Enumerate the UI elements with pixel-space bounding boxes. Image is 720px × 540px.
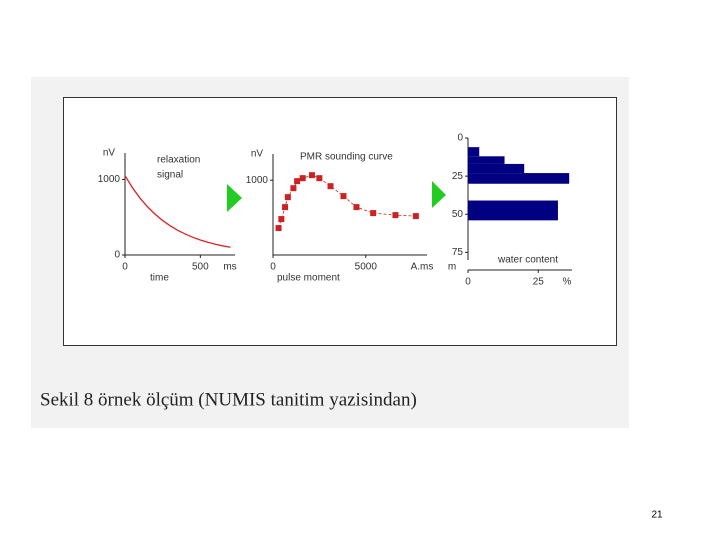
x-unit: A.ms [411, 262, 434, 273]
y-tick-label: 0 [457, 133, 463, 144]
x-label: water content [497, 255, 558, 266]
data-point [412, 213, 419, 220]
data-point [275, 225, 282, 232]
y-tick-label: 75 [452, 247, 464, 258]
x-unit: ms [223, 262, 236, 273]
bar [468, 200, 558, 221]
data-point [284, 194, 291, 201]
chart-title: PMR sounding curve [300, 152, 393, 163]
x-tick-label: 5000 [355, 262, 378, 273]
data-point [353, 204, 360, 211]
data-point [370, 210, 377, 217]
x-tick-label: 0 [122, 262, 128, 273]
arrow [432, 181, 446, 208]
annotation: relaxation [157, 155, 200, 166]
x-tick-label: 500 [192, 262, 209, 273]
caption: Sekil 8 örnek ölçüm (NUMIS tanitim yazis… [40, 389, 417, 410]
annotation: signal [157, 170, 183, 181]
bar [468, 163, 525, 174]
x-unit: % [563, 277, 572, 288]
data-point [316, 175, 323, 182]
y-tick-label: 50 [452, 209, 464, 220]
data-point [299, 175, 306, 182]
y-label: nV [251, 149, 264, 160]
x-label: time [150, 273, 169, 284]
data-point [278, 216, 285, 223]
bar [468, 156, 505, 164]
x-label: pulse moment [277, 273, 340, 284]
x-tick-label: 0 [270, 262, 276, 273]
bar [468, 147, 480, 157]
y-unit: m [448, 262, 456, 273]
data-point [282, 204, 289, 211]
x-tick-label: 25 [533, 277, 545, 288]
arrow [227, 184, 242, 212]
data-point [340, 193, 347, 200]
y-tick-label: 1000 [246, 175, 269, 186]
data-point [308, 172, 315, 179]
y-tick-label: 1000 [98, 174, 121, 185]
data-point [290, 185, 297, 192]
page-number: 21 [651, 510, 663, 521]
y-tick-label: 25 [452, 171, 464, 182]
y-tick-label: 0 [114, 250, 120, 261]
y-label: nV [103, 148, 116, 159]
data-point [294, 178, 301, 185]
data-line [124, 175, 231, 248]
figure-frame [63, 97, 617, 346]
bar [468, 173, 570, 184]
data-point [327, 183, 334, 190]
data-point [392, 212, 399, 219]
x-tick-label: 0 [465, 277, 471, 288]
